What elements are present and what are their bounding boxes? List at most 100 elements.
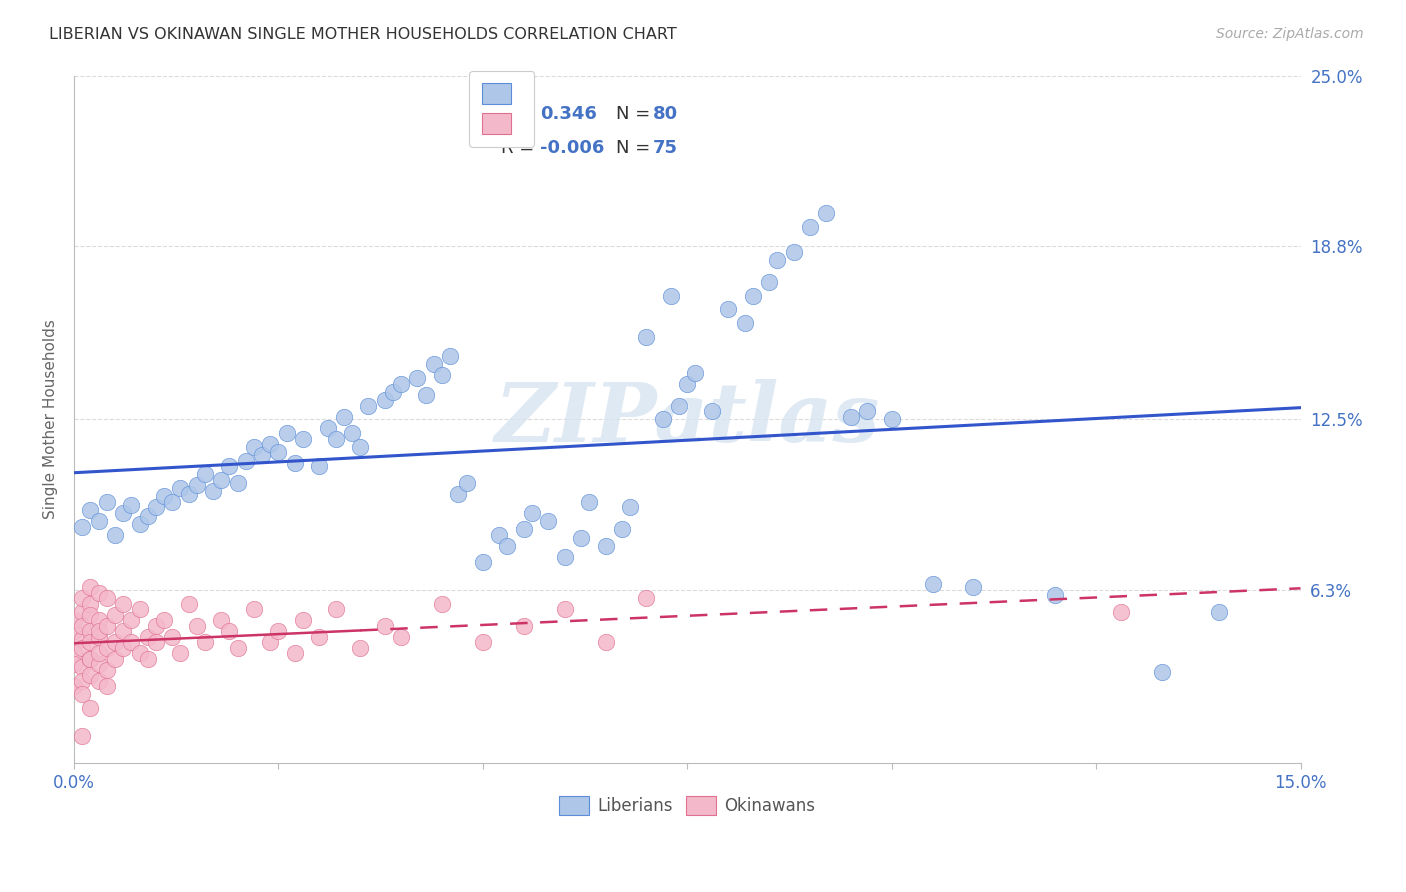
- Point: [406, 371, 429, 385]
- Text: 0.346: 0.346: [540, 105, 598, 123]
- Text: R =: R =: [501, 139, 534, 157]
- Point: [389, 376, 412, 391]
- Text: R =: R =: [501, 105, 534, 123]
- Point: [276, 426, 298, 441]
- Point: [202, 483, 225, 498]
- Point: [79, 597, 101, 611]
- Point: [87, 585, 110, 599]
- Point: [284, 456, 307, 470]
- Point: [381, 384, 404, 399]
- Point: [72, 687, 94, 701]
- Point: [856, 404, 879, 418]
- Point: [112, 597, 135, 611]
- Point: [72, 605, 94, 619]
- Point: [87, 673, 110, 688]
- Point: [357, 399, 380, 413]
- Point: [308, 630, 330, 644]
- Point: [209, 613, 232, 627]
- Point: [79, 580, 101, 594]
- Point: [169, 481, 191, 495]
- Point: [226, 475, 249, 490]
- Point: [72, 591, 94, 606]
- Point: [160, 630, 183, 644]
- Point: [308, 459, 330, 474]
- Point: [87, 624, 110, 639]
- Point: [676, 376, 699, 391]
- Point: [136, 651, 159, 665]
- Point: [496, 539, 519, 553]
- Point: [112, 640, 135, 655]
- Point: [194, 467, 217, 482]
- Point: [554, 549, 576, 564]
- Point: [72, 519, 94, 533]
- Point: [87, 630, 110, 644]
- Point: [250, 448, 273, 462]
- Point: [554, 602, 576, 616]
- Point: [316, 420, 339, 434]
- Point: [128, 516, 150, 531]
- Point: [79, 651, 101, 665]
- Point: [267, 624, 290, 639]
- Point: [325, 432, 347, 446]
- Point: [79, 668, 101, 682]
- Point: [1045, 588, 1067, 602]
- Text: N =: N =: [616, 105, 651, 123]
- Point: [194, 635, 217, 649]
- Point: [63, 657, 86, 672]
- Point: [79, 607, 101, 622]
- Point: [243, 602, 266, 616]
- Point: [259, 635, 281, 649]
- Point: [243, 440, 266, 454]
- Point: [145, 500, 167, 515]
- Text: LIBERIAN VS OKINAWAN SINGLE MOTHER HOUSEHOLDS CORRELATION CHART: LIBERIAN VS OKINAWAN SINGLE MOTHER HOUSE…: [49, 27, 676, 42]
- Point: [766, 252, 789, 267]
- Point: [96, 618, 118, 632]
- Point: [456, 475, 478, 490]
- Point: [218, 624, 240, 639]
- Point: [349, 640, 371, 655]
- Point: [120, 498, 142, 512]
- Point: [349, 440, 371, 454]
- Legend: Liberians, Okinawans: Liberians, Okinawans: [551, 788, 824, 823]
- Point: [169, 646, 191, 660]
- Point: [423, 357, 446, 371]
- Point: [145, 635, 167, 649]
- Point: [87, 514, 110, 528]
- Point: [685, 366, 707, 380]
- Point: [186, 478, 208, 492]
- Text: -0.006: -0.006: [540, 139, 605, 157]
- Point: [112, 624, 135, 639]
- Point: [513, 618, 536, 632]
- Point: [880, 412, 903, 426]
- Point: [145, 618, 167, 632]
- Point: [104, 528, 127, 542]
- Point: [153, 613, 176, 627]
- Point: [63, 613, 86, 627]
- Point: [488, 528, 510, 542]
- Point: [471, 555, 494, 569]
- Point: [374, 618, 396, 632]
- Point: [72, 640, 94, 655]
- Point: [284, 646, 307, 660]
- Point: [72, 632, 94, 647]
- Text: 75: 75: [652, 139, 678, 157]
- Point: [595, 635, 617, 649]
- Point: [128, 646, 150, 660]
- Text: N =: N =: [616, 139, 651, 157]
- Point: [79, 701, 101, 715]
- Point: [63, 679, 86, 693]
- Point: [104, 651, 127, 665]
- Point: [87, 613, 110, 627]
- Point: [96, 495, 118, 509]
- Point: [209, 473, 232, 487]
- Point: [799, 219, 821, 234]
- Point: [333, 409, 356, 424]
- Point: [636, 330, 658, 344]
- Point: [79, 624, 101, 639]
- Point: [537, 514, 560, 528]
- Point: [186, 618, 208, 632]
- Point: [415, 387, 437, 401]
- Point: [340, 426, 363, 441]
- Point: [112, 506, 135, 520]
- Point: [439, 349, 461, 363]
